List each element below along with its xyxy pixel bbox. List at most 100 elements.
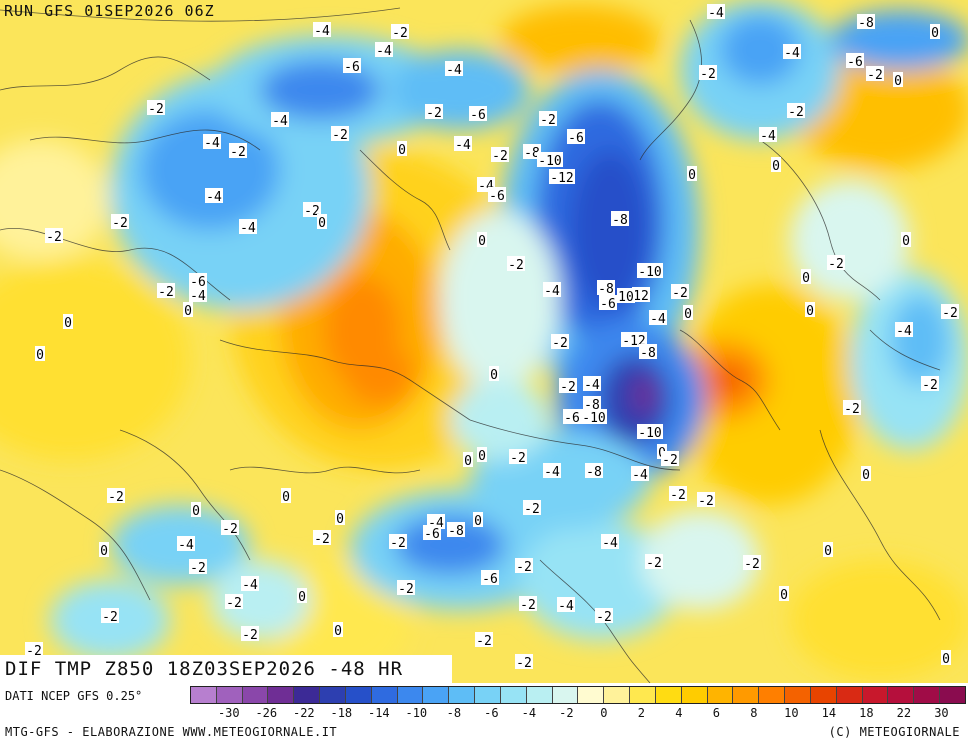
color-scale-tick-label: -26 <box>255 706 278 720</box>
svg-text:-2: -2 <box>230 145 246 160</box>
contour-label: -2 <box>313 530 331 547</box>
svg-text:-2: -2 <box>560 380 576 395</box>
contour-label: -2 <box>475 632 493 649</box>
contour-label: -2 <box>397 580 415 597</box>
svg-text:-4: -4 <box>240 221 256 236</box>
svg-text:-4: -4 <box>204 136 220 151</box>
color-swatch <box>526 687 553 703</box>
contour-label: -10 <box>637 424 663 441</box>
svg-text:0: 0 <box>464 454 472 469</box>
color-swatch <box>914 687 941 703</box>
contour-label: -2 <box>509 449 527 466</box>
svg-text:-4: -4 <box>206 190 222 205</box>
contour-label: -6 <box>481 570 499 587</box>
svg-text:0: 0 <box>64 316 72 331</box>
svg-text:-8: -8 <box>858 16 874 31</box>
svg-text:-10: -10 <box>638 265 661 280</box>
svg-text:-6: -6 <box>424 527 440 542</box>
svg-text:-4: -4 <box>314 24 330 39</box>
contour-label: -10 <box>637 263 663 280</box>
svg-text:0: 0 <box>772 159 780 174</box>
contour-label: -2 <box>225 594 243 611</box>
color-swatch <box>423 687 450 703</box>
contour-label: 0 <box>930 24 940 41</box>
contour-label: -8 <box>585 463 603 480</box>
svg-text:0: 0 <box>688 168 696 183</box>
color-swatch <box>759 687 786 703</box>
contour-label: -2 <box>519 596 537 613</box>
contour-label: -2 <box>391 24 409 41</box>
svg-text:-2: -2 <box>314 532 330 547</box>
contour-label: -8 <box>597 280 615 297</box>
contour-label: -2 <box>645 554 663 571</box>
contour-label: 0 <box>281 488 291 505</box>
svg-text:-2: -2 <box>672 286 688 301</box>
contour-label: -8 <box>611 211 629 228</box>
contour-label: -2 <box>331 126 349 143</box>
color-swatch <box>345 687 372 703</box>
contour-label: 0 <box>191 502 201 519</box>
color-scale-labels: -30 -26 -22 -18 -14 -10 -8 -6 -4 -2 0 2 4 6 8 10 14 18 22 3… <box>190 706 966 722</box>
contour-label: -4 <box>649 310 667 327</box>
svg-text:-4: -4 <box>584 378 600 393</box>
svg-text:0: 0 <box>398 143 406 158</box>
svg-text:0: 0 <box>336 512 344 527</box>
svg-text:-8: -8 <box>598 282 614 297</box>
svg-text:-8: -8 <box>586 465 602 480</box>
contour-label: -2 <box>866 66 884 83</box>
svg-text:-6: -6 <box>344 60 360 75</box>
contour-label: -4 <box>557 597 575 614</box>
contour-label: -4 <box>454 136 472 153</box>
contour-label: -2 <box>595 608 613 625</box>
svg-text:-4: -4 <box>760 129 776 144</box>
contour-label: -10 <box>537 152 563 169</box>
contour-label: -4 <box>543 282 561 299</box>
contour-label: -6 <box>488 187 506 204</box>
svg-text:-2: -2 <box>662 453 678 468</box>
contour-label: -2 <box>507 256 525 273</box>
contour-label: -2 <box>551 334 569 351</box>
contour-label: -2 <box>843 400 861 417</box>
data-source: DATI NCEP GFS 0.25° <box>5 689 143 703</box>
svg-text:-4: -4 <box>602 536 618 551</box>
svg-text:-2: -2 <box>922 378 938 393</box>
contour-label: 0 <box>683 305 693 322</box>
svg-text:0: 0 <box>282 490 290 505</box>
svg-text:0: 0 <box>478 449 486 464</box>
color-swatch <box>397 687 424 703</box>
svg-text:-10: -10 <box>638 426 661 441</box>
color-swatch <box>191 687 217 703</box>
svg-text:-2: -2 <box>520 598 536 613</box>
contour-label: 0 <box>297 588 307 605</box>
svg-text:-4: -4 <box>896 324 912 339</box>
contour-label: -2 <box>157 283 175 300</box>
contour-label: 0 <box>477 447 487 464</box>
svg-text:0: 0 <box>184 304 192 319</box>
contour-label: 0 <box>473 512 483 529</box>
svg-text:-2: -2 <box>552 336 568 351</box>
svg-text:0: 0 <box>684 307 692 322</box>
contour-label: -6 <box>189 273 207 290</box>
svg-text:0: 0 <box>862 468 870 483</box>
contour-label: 0 <box>63 314 73 331</box>
contour-label: -8 <box>523 144 541 161</box>
svg-text:-8: -8 <box>448 524 464 539</box>
contour-label: -6 <box>563 409 581 426</box>
anomaly-field <box>0 0 968 680</box>
svg-text:-4: -4 <box>178 538 194 553</box>
contour-label: -8 <box>639 344 657 361</box>
svg-text:0: 0 <box>780 588 788 603</box>
svg-text:-6: -6 <box>470 108 486 123</box>
color-scale-tick-label: -30 <box>217 706 240 720</box>
svg-text:0: 0 <box>902 234 910 249</box>
contour-label: -2 <box>45 228 63 245</box>
svg-text:-6: -6 <box>600 297 616 312</box>
contour-label: -2 <box>389 534 407 551</box>
color-swatch <box>320 687 346 703</box>
contour-label: -4 <box>271 112 289 129</box>
contour-label: 0 <box>823 542 833 559</box>
color-swatch <box>733 687 760 703</box>
color-scale-tick-label: 2 <box>637 706 645 720</box>
svg-text:-4: -4 <box>650 312 666 327</box>
map-title: DIF TMP Z850 18Z03SEP2026 -48 HR <box>0 655 452 683</box>
